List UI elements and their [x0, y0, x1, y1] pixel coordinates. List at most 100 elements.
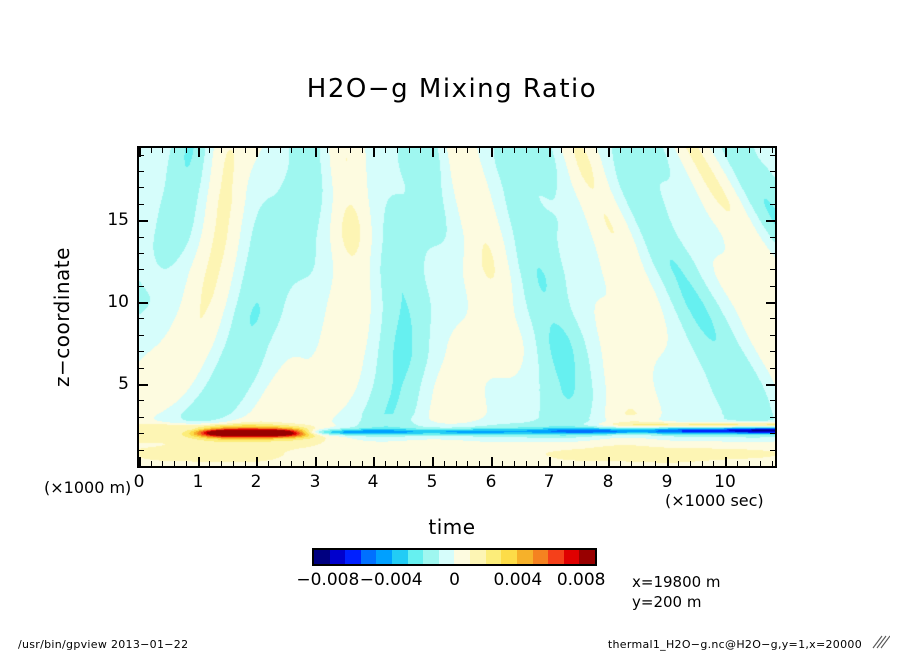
x-axis-minor-tick: [151, 461, 152, 466]
x-axis-minor-tick: [584, 461, 585, 466]
x-axis-minor-tick: [327, 461, 328, 466]
x-axis-major-tick: [432, 457, 434, 466]
x-axis-minor-tick: [702, 461, 703, 466]
position-annotation: x=19800 m y=200 m: [632, 572, 721, 612]
x-axis-minor-tick-top: [350, 148, 351, 153]
x-axis-minor-tick-top: [479, 148, 480, 153]
x-axis-minor-tick: [479, 461, 480, 466]
x-axis-minor-tick: [678, 461, 679, 466]
x-axis-major-tick-top: [139, 148, 141, 157]
y-axis-minor-tick: [139, 253, 144, 254]
x-axis-major-tick-top: [667, 148, 669, 157]
colorbar: [312, 548, 597, 566]
colorbar-tick-label: 0: [449, 570, 460, 590]
x-axis-minor-tick: [420, 461, 421, 466]
colorbar-swatch: [516, 550, 533, 564]
y-axis-minor-tick-right: [770, 466, 775, 467]
x-axis-minor-tick-top: [584, 148, 585, 153]
x-axis-minor-tick: [303, 461, 304, 466]
x-axis-minor-tick-top: [760, 148, 761, 153]
x-axis-minor-tick: [655, 461, 656, 466]
colorbar-swatch: [563, 550, 580, 564]
colorbar-swatch: [407, 550, 424, 564]
x-axis-major-tick-top: [198, 148, 200, 157]
y-axis-minor-tick: [139, 433, 144, 434]
x-axis-minor-tick: [690, 461, 691, 466]
x-axis-minor-tick: [713, 461, 714, 466]
x-axis-minor-tick-top: [643, 148, 644, 153]
x-axis-minor-tick-top: [737, 148, 738, 153]
x-axis-minor-tick: [456, 461, 457, 466]
x-axis-minor-tick-top: [268, 148, 269, 153]
colorbar-tick-label: −0.008: [296, 570, 360, 590]
x-axis-tick-label: 0: [133, 472, 145, 492]
y-axis-title: z−coordinate: [50, 247, 74, 387]
annotation-x: x=19800 m: [632, 573, 721, 591]
x-axis-major-tick: [608, 457, 610, 466]
y-axis-minor-tick-right: [770, 417, 775, 418]
x-axis-major-tick-top: [256, 148, 258, 157]
x-axis-minor-tick-top: [502, 148, 503, 153]
y-axis-minor-tick: [139, 155, 144, 156]
x-axis-major-tick: [139, 457, 141, 466]
y-axis-tick-label: 15: [107, 210, 129, 230]
x-axis-tick-label: 10: [714, 472, 736, 492]
x-axis-minor-tick-top: [409, 148, 410, 153]
x-axis-minor-tick: [245, 461, 246, 466]
y-axis-minor-tick-right: [770, 204, 775, 205]
x-axis-minor-tick-top: [151, 148, 152, 153]
x-axis-minor-tick: [749, 461, 750, 466]
footer-source: thermal1_H2O−g.nc@H2O−g,y=1,x=20000: [607, 638, 862, 651]
x-axis-minor-tick: [620, 461, 621, 466]
y-axis-minor-tick-right: [770, 351, 775, 352]
y-axis-minor-tick: [139, 318, 144, 319]
x-axis-minor-tick: [291, 461, 292, 466]
colorbar-swatch: [501, 550, 517, 564]
x-axis-major-tick-top: [491, 148, 493, 157]
colorbar-swatch: [470, 550, 486, 564]
x-axis-tick-label: 3: [309, 472, 321, 492]
x-axis-minor-tick-top: [655, 148, 656, 153]
x-axis-minor-tick-top: [385, 148, 386, 153]
x-axis-minor-tick: [643, 461, 644, 466]
x-axis-minor-tick-top: [702, 148, 703, 153]
colorbar-swatch: [376, 550, 393, 564]
y-axis-minor-tick-right: [770, 335, 775, 336]
y-axis-minor-tick-right: [770, 433, 775, 434]
x-axis-major-tick: [256, 457, 258, 466]
x-axis-tick-label: 8: [602, 472, 614, 492]
colorbar-swatch: [579, 550, 595, 564]
y-axis-minor-tick-right: [770, 318, 775, 319]
x-axis-major-tick-top: [315, 148, 317, 157]
x-axis-minor-tick-top: [420, 148, 421, 153]
x-axis-minor-tick-top: [233, 148, 234, 153]
x-axis-minor-tick: [502, 461, 503, 466]
y-axis-minor-tick: [139, 368, 144, 369]
x-axis-minor-tick-top: [573, 148, 574, 153]
x-axis-tick-label: 9: [661, 472, 673, 492]
y-axis-major-tick-right: [766, 384, 775, 386]
y-axis-unit-note: (×1000 m): [44, 478, 132, 497]
y-axis-tick-label: 5: [118, 374, 129, 394]
x-axis-title: time: [428, 515, 476, 539]
x-axis-minor-tick-top: [713, 148, 714, 153]
y-axis-minor-tick-right: [770, 400, 775, 401]
y-axis-minor-tick-right: [770, 171, 775, 172]
x-axis-minor-tick: [385, 461, 386, 466]
x-axis-major-tick: [549, 457, 551, 466]
colorbar-swatch: [392, 550, 408, 564]
y-axis-minor-tick: [139, 237, 144, 238]
x-axis-major-tick: [491, 457, 493, 466]
y-axis-minor-tick: [139, 417, 144, 418]
x-axis-minor-tick: [561, 461, 562, 466]
x-axis-minor-tick-top: [291, 148, 292, 153]
x-axis-minor-tick-top: [561, 148, 562, 153]
y-axis-tick-label: 10: [107, 292, 129, 312]
colorbar-swatch: [329, 550, 346, 564]
annotation-y: y=200 m: [632, 593, 702, 611]
x-axis-minor-tick-top: [456, 148, 457, 153]
x-axis-minor-tick: [573, 461, 574, 466]
y-axis-major-tick: [139, 384, 148, 386]
x-axis-minor-tick: [409, 461, 410, 466]
x-axis-minor-tick: [338, 461, 339, 466]
